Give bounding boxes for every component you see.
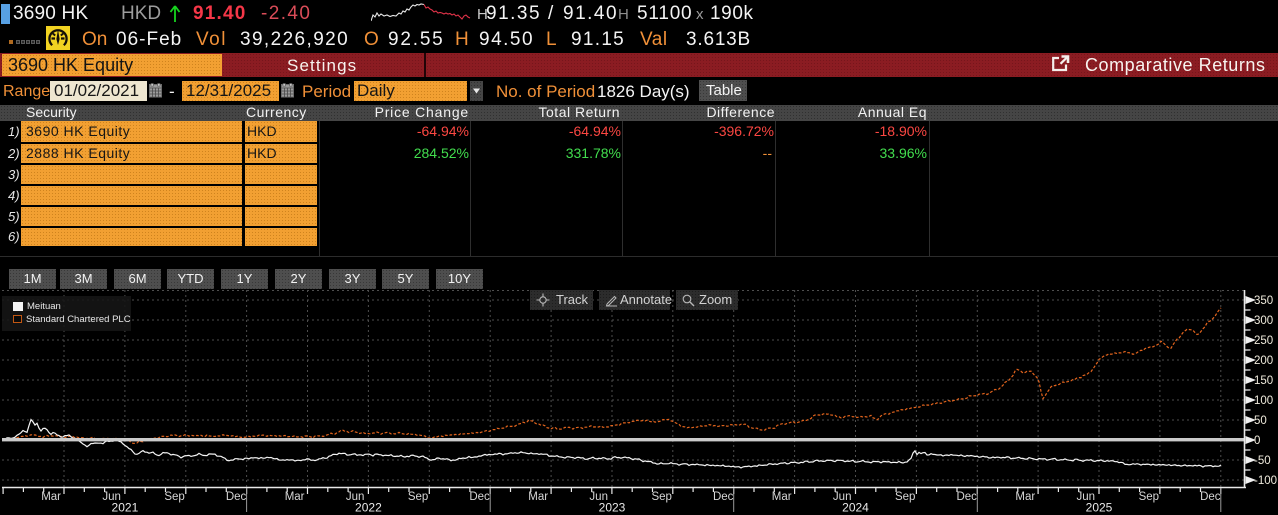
svg-text:50: 50 (1254, 415, 1267, 427)
svg-text:250: 250 (1254, 335, 1273, 347)
svg-text:2021: 2021 (112, 501, 139, 515)
svg-text:Sep: Sep (1139, 491, 1159, 503)
svg-text:100: 100 (1254, 395, 1273, 407)
svg-text:Jun: Jun (589, 491, 608, 503)
svg-text:2024: 2024 (842, 501, 869, 515)
svg-text:2022: 2022 (355, 501, 382, 515)
svg-text:2023: 2023 (599, 501, 626, 515)
svg-text:150: 150 (1254, 375, 1273, 387)
svg-text:Jun: Jun (346, 491, 365, 503)
svg-text:Sep: Sep (164, 491, 184, 503)
svg-text:Dec: Dec (713, 491, 734, 503)
svg-text:0: 0 (1254, 435, 1260, 447)
svg-text:Jun: Jun (1077, 491, 1096, 503)
svg-text:Mar: Mar (528, 491, 548, 503)
svg-text:Dec: Dec (956, 491, 977, 503)
svg-text:Sep: Sep (408, 491, 428, 503)
svg-text:Mar: Mar (772, 491, 792, 503)
svg-text:200: 200 (1254, 355, 1273, 367)
svg-text:-100: -100 (1254, 475, 1277, 487)
svg-text:Dec: Dec (469, 491, 490, 503)
svg-text:Jun: Jun (833, 491, 852, 503)
svg-text:2025: 2025 (1086, 501, 1113, 515)
svg-text:Dec: Dec (1200, 491, 1221, 503)
svg-text:-50: -50 (1254, 455, 1271, 467)
svg-text:Mar: Mar (1015, 491, 1035, 503)
svg-text:Mar: Mar (285, 491, 305, 503)
svg-text:Dec: Dec (226, 491, 247, 503)
svg-text:Mar: Mar (41, 491, 61, 503)
svg-text:Sep: Sep (651, 491, 671, 503)
svg-text:350: 350 (1254, 295, 1273, 307)
svg-text:Sep: Sep (895, 491, 915, 503)
svg-text:Jun: Jun (102, 491, 121, 503)
svg-text:300: 300 (1254, 315, 1273, 327)
